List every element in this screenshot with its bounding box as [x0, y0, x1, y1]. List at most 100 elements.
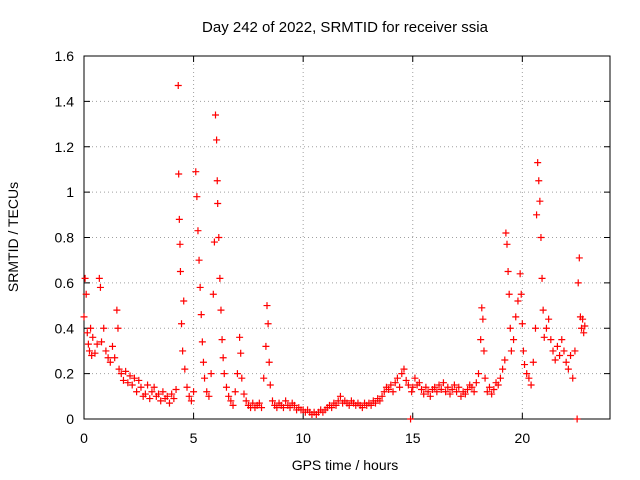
- data-point: [367, 401, 375, 409]
- data-point: [402, 376, 410, 384]
- data-point: [111, 354, 119, 362]
- data-point: [126, 372, 134, 380]
- data-point: [409, 383, 417, 391]
- data-point: [533, 211, 541, 219]
- data-point: [227, 397, 235, 405]
- data-point: [159, 388, 167, 396]
- data-point: [478, 304, 486, 312]
- data-point: [175, 170, 183, 178]
- data-point: [426, 392, 434, 400]
- data-point: [439, 379, 447, 387]
- data-point: [507, 347, 515, 355]
- data-point: [551, 356, 559, 364]
- data-point: [119, 376, 127, 384]
- data-point: [358, 404, 366, 412]
- data-point: [262, 342, 270, 350]
- data-point: [124, 379, 132, 387]
- data-point: [424, 388, 432, 396]
- data-point: [115, 365, 123, 373]
- data-point: [477, 336, 485, 344]
- data-point: [89, 333, 97, 341]
- data-point: [488, 390, 496, 398]
- grid-lines: [84, 56, 610, 419]
- data-point: [180, 297, 188, 305]
- data-point: [273, 404, 281, 412]
- data-point: [539, 306, 547, 314]
- data-point: [114, 324, 122, 332]
- y-tick-label: 1.4: [55, 93, 75, 109]
- x-tick-label: 15: [405, 430, 421, 446]
- data-point: [176, 240, 184, 248]
- data-point: [203, 388, 211, 396]
- data-point: [264, 320, 272, 328]
- data-point: [175, 215, 183, 223]
- data-point: [260, 374, 268, 382]
- data-point: [411, 374, 419, 382]
- y-tick-label: 1.6: [55, 48, 75, 64]
- data-point: [222, 383, 230, 391]
- data-point: [516, 270, 524, 278]
- data-point: [573, 415, 581, 423]
- y-tick-label: 1: [66, 184, 74, 200]
- data-point: [179, 347, 187, 355]
- data-point: [455, 383, 463, 391]
- data-point: [504, 268, 512, 276]
- data-point: [531, 324, 539, 332]
- data-point: [104, 354, 112, 362]
- data-point: [181, 365, 189, 373]
- data-point: [408, 388, 416, 396]
- data-point: [483, 388, 491, 396]
- data-point: [225, 392, 233, 400]
- data-point: [163, 392, 171, 400]
- x-tick-label: 10: [295, 430, 311, 446]
- chart-title: Day 242 of 2022, SRMTID for receiver ssi…: [202, 19, 489, 36]
- data-point: [207, 370, 215, 378]
- data-point: [183, 383, 191, 391]
- data-point: [286, 404, 294, 412]
- data-point: [213, 136, 221, 144]
- y-tick-label: 0: [66, 411, 74, 427]
- y-axis-label: SRMTID / TECUs: [5, 182, 21, 292]
- data-point: [148, 388, 156, 396]
- data-point: [187, 397, 195, 405]
- data-point: [553, 342, 561, 350]
- data-point: [437, 386, 445, 394]
- data-point: [480, 347, 488, 355]
- data-point: [150, 383, 158, 391]
- data-point: [574, 279, 582, 287]
- data-point: [265, 358, 273, 366]
- data-point: [117, 370, 125, 378]
- data-point: [534, 159, 542, 167]
- data-point: [194, 227, 202, 235]
- data-point: [404, 381, 412, 389]
- data-point: [216, 274, 224, 282]
- data-point: [479, 315, 487, 323]
- data-point: [240, 390, 248, 398]
- data-point: [433, 388, 441, 396]
- data-point: [199, 358, 207, 366]
- data-point: [435, 381, 443, 389]
- data-point: [503, 240, 511, 248]
- data-point: [431, 383, 439, 391]
- data-point: [82, 290, 90, 298]
- data-point: [113, 306, 121, 314]
- data-point: [185, 392, 193, 400]
- y-tick-label: 0.2: [55, 366, 75, 382]
- data-point: [523, 370, 531, 378]
- data-point: [209, 290, 217, 298]
- data-point: [193, 193, 201, 201]
- data-point: [93, 340, 101, 348]
- data-point: [569, 374, 577, 382]
- data-point: [87, 324, 95, 332]
- y-tick-label: 0.6: [55, 275, 75, 291]
- data-point: [535, 177, 543, 185]
- data-point: [496, 374, 504, 382]
- data-point: [255, 399, 263, 407]
- data-point: [172, 386, 180, 394]
- data-point: [229, 401, 237, 409]
- data-point: [91, 349, 99, 357]
- data-point: [450, 381, 458, 389]
- data-point: [249, 399, 257, 407]
- data-point: [96, 283, 104, 291]
- data-point: [468, 383, 476, 391]
